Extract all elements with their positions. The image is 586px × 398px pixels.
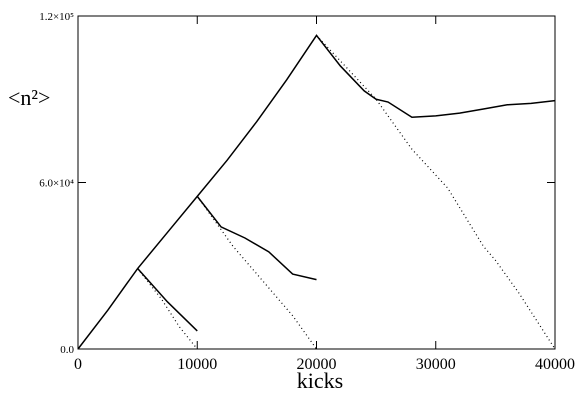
data-line <box>137 268 198 350</box>
x-tick-label: 30000 <box>416 356 456 373</box>
y-tick-label: 6.0×10⁴ <box>39 178 74 190</box>
y-tick-label: 1.2×10⁵ <box>39 11 74 23</box>
x-axis-label: kicks <box>297 368 343 393</box>
plot-frame <box>77 15 556 350</box>
data-line <box>77 34 556 350</box>
data-line <box>137 268 198 332</box>
data-line <box>196 196 317 350</box>
y-tick-label: 0.0 <box>60 344 74 356</box>
x-tick-label: 40000 <box>535 356 575 373</box>
x-tick-label: 0 <box>74 356 82 373</box>
y-axis-label: <n²> <box>8 85 50 110</box>
data-line <box>196 195 317 281</box>
x-tick-label: 10000 <box>177 356 217 373</box>
data-line <box>316 35 556 350</box>
x-tick-label: 20000 <box>297 356 337 373</box>
